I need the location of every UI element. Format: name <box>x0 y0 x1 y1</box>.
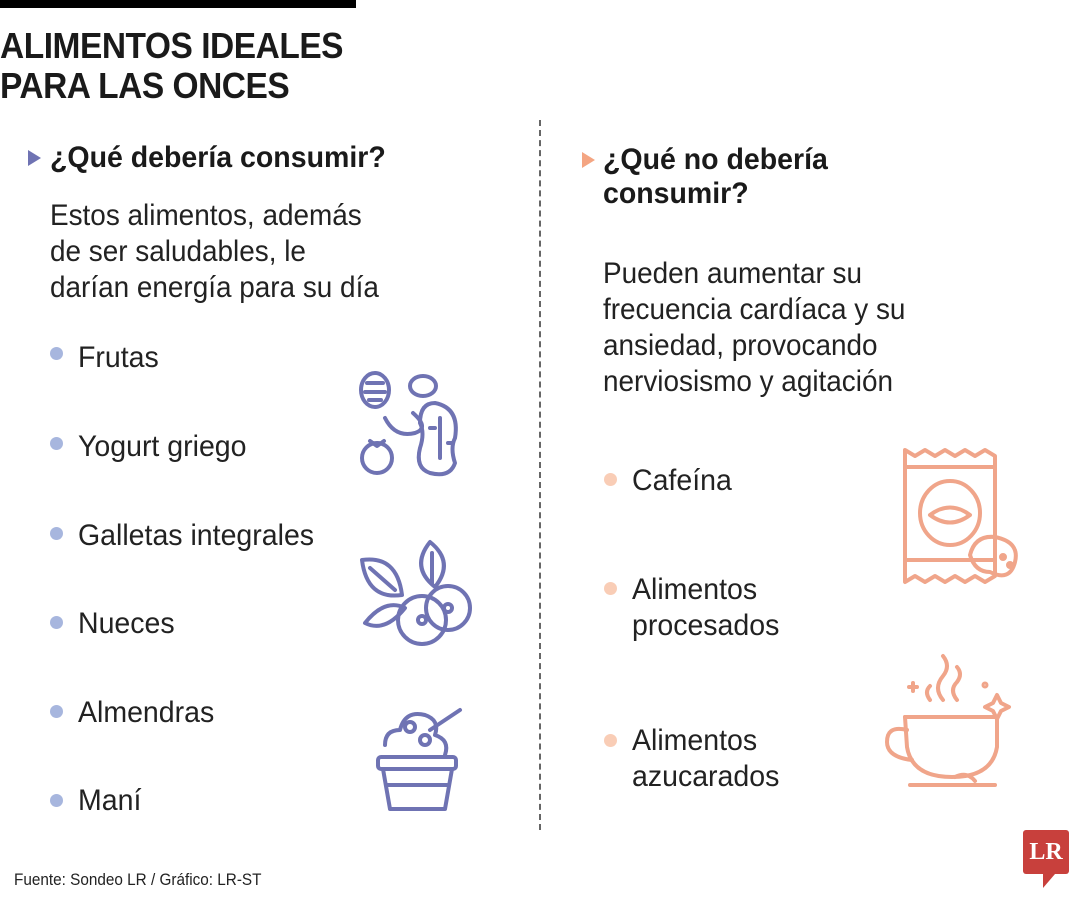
left-heading: ¿Qué debería consumir? <box>50 141 386 174</box>
bullet-icon <box>50 616 63 629</box>
bullet-icon <box>50 527 63 540</box>
list-item: Frutas <box>78 341 159 374</box>
coffee-cup-icon <box>885 654 1011 787</box>
left-intro: Estos alimentos, además de ser saludable… <box>50 198 379 306</box>
nuts-icon <box>359 371 458 477</box>
list-item: Cafeína <box>632 464 732 497</box>
intro-line: darían energía para su día <box>50 271 379 304</box>
source-note: Fuente: Sondeo LR / Gráfico: LR-ST <box>14 870 262 889</box>
list-item: Alimentos azucarados <box>632 723 779 795</box>
intro-line: Pueden aumentar su <box>603 257 863 290</box>
bullet-icon <box>50 437 63 450</box>
list-item: Yogurt griego <box>78 430 247 463</box>
item-line: Alimentos <box>632 724 758 757</box>
right-intro: Pueden aumentar su frecuencia cardíaca y… <box>603 256 905 400</box>
heading-line: consumir? <box>603 177 749 210</box>
item-line: azucarados <box>632 760 780 793</box>
item-line: procesados <box>632 609 780 642</box>
logo-text: LR <box>1029 839 1063 865</box>
intro-line: frecuencia cardíaca y su <box>603 293 906 326</box>
intro-line: Estos alimentos, además <box>50 199 362 232</box>
heading-line: ¿Qué no debería <box>603 143 828 176</box>
list-item: Alimentos procesados <box>632 572 779 644</box>
bullet-icon <box>50 794 63 807</box>
bullet-icon <box>604 582 617 595</box>
triangle-bullet-icon <box>28 150 41 166</box>
column-divider <box>539 120 541 830</box>
list-item: Almendras <box>78 696 215 729</box>
title-line: ALIMENTOS IDEALES <box>0 25 344 66</box>
intro-line: de ser saludables, le <box>50 235 306 268</box>
list-item: Nueces <box>78 607 175 640</box>
list-item: Galletas integrales <box>78 519 315 552</box>
right-heading: ¿Qué no debería consumir? <box>603 143 828 211</box>
bullet-icon <box>50 347 63 360</box>
intro-line: ansiedad, provocando <box>603 329 878 362</box>
item-line: Alimentos <box>632 573 758 606</box>
chips-bag-icon <box>903 448 1018 584</box>
bullet-icon <box>604 473 617 486</box>
list-item: Maní <box>78 784 142 817</box>
page-title: ALIMENTOS IDEALES PARA LAS ONCES <box>0 25 344 106</box>
top-rule <box>0 0 356 8</box>
bullet-icon <box>604 734 617 747</box>
lr-logo: LR <box>1023 830 1069 888</box>
intro-line: nerviosismo y agitación <box>603 365 893 398</box>
bullet-icon <box>50 705 63 718</box>
title-line: PARA LAS ONCES <box>0 65 290 106</box>
yogurt-cup-icon <box>376 708 462 811</box>
berries-icon <box>360 540 472 646</box>
triangle-bullet-icon <box>582 152 595 168</box>
